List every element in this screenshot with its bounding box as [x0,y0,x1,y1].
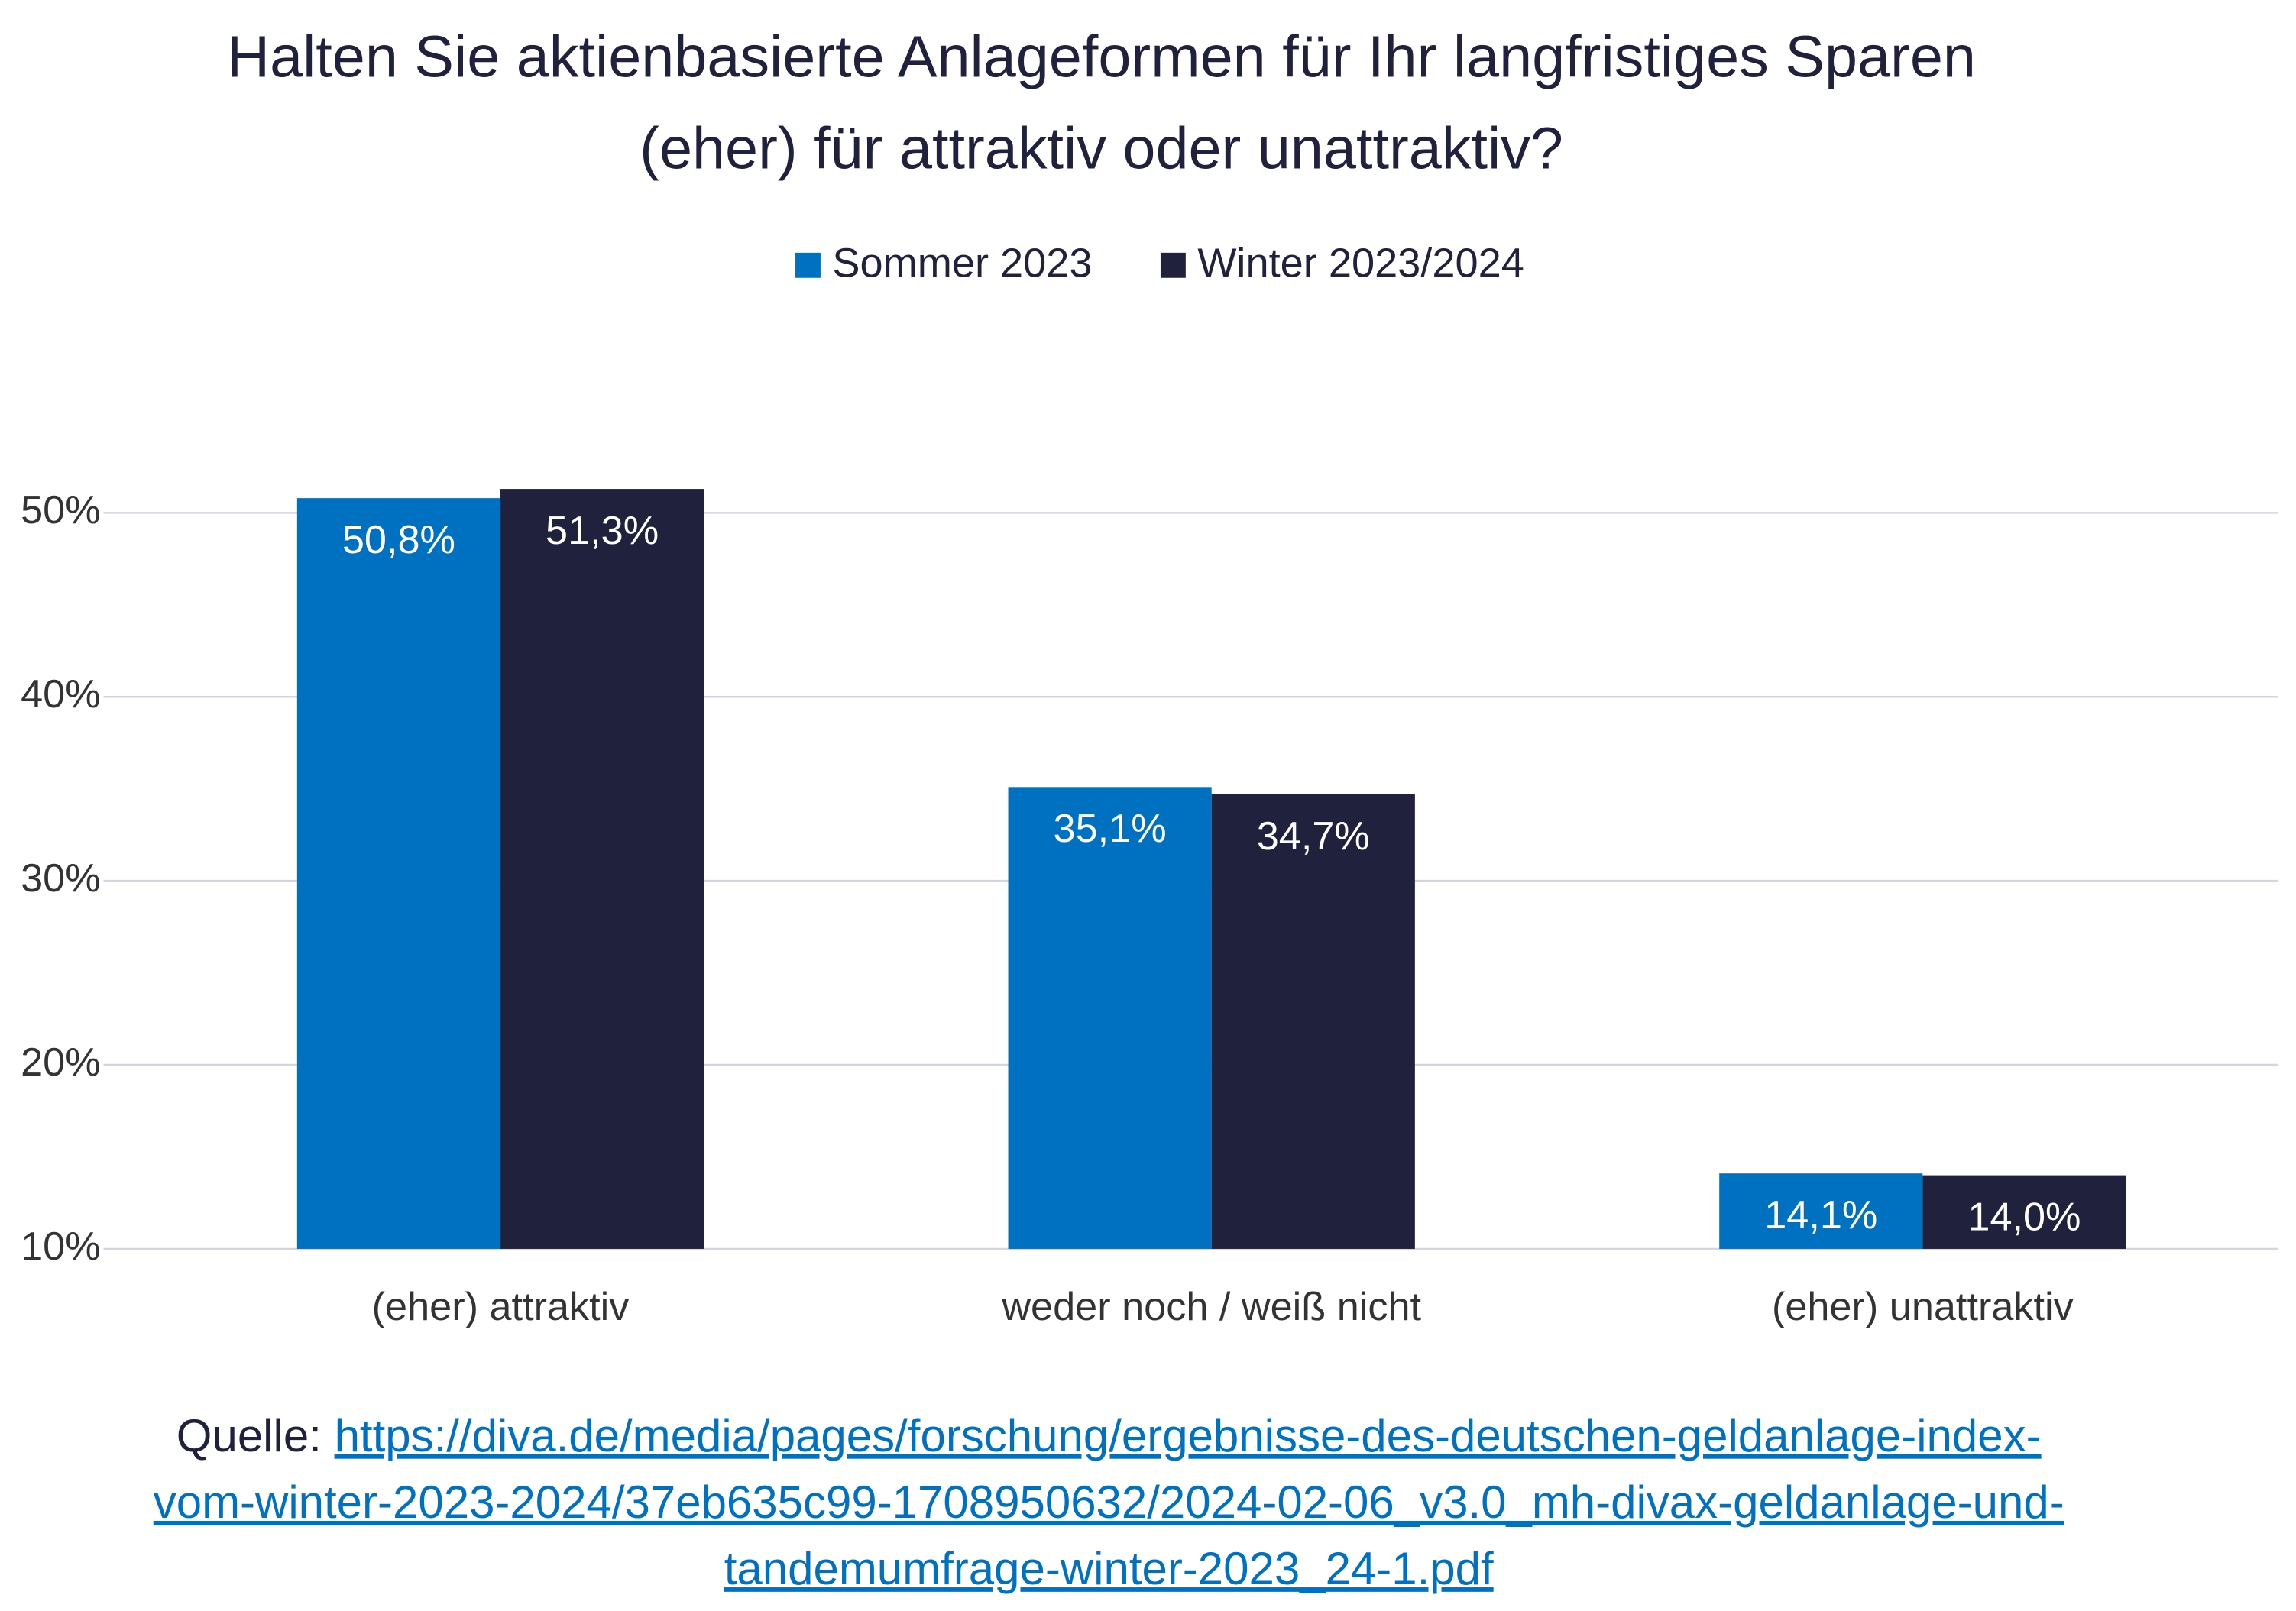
legend-swatch [795,252,821,278]
bar [500,489,704,1249]
y-tick-label: 40% [21,672,101,717]
legend-label: Winter 2023/2024 [1197,241,1524,286]
bar [1922,1175,2126,1249]
bar [1008,787,1212,1249]
data-label: 50,8% [342,518,455,562]
x-tick-label: weder noch / weiß nicht [1001,1285,1421,1329]
legend-swatch [1160,252,1186,278]
y-tick-label: 10% [21,1224,101,1269]
x-tick-label: (eher) unattraktiv [1772,1285,2074,1329]
y-tick-label: 30% [21,856,101,901]
source: Quelle: https://diva.de/media/pages/fors… [148,1404,2070,1603]
x-tick-label: (eher) attraktiv [372,1285,630,1329]
legend-label: Sommer 2023 [832,241,1092,286]
data-label: 34,7% [1257,814,1370,859]
bar [1211,794,1415,1249]
title-box: Halten Sie aktienbasierte Anlageformen f… [227,24,1976,182]
data-label: 14,1% [1764,1193,1877,1237]
source-label: Quelle: [176,1409,322,1462]
y-tick-label: 50% [21,488,101,532]
data-label: 14,0% [1967,1195,2081,1239]
bar [1719,1173,1923,1249]
y-tick-label: 20% [21,1040,101,1085]
source-link[interactable]: https://diva.de/media/pages/forschung/er… [153,1409,2064,1595]
bar [296,498,501,1249]
data-label: 51,3% [546,509,659,553]
source-box: Quelle: https://diva.de/media/pages/fors… [148,1404,2070,1603]
data-label: 35,1% [1054,807,1167,851]
chart-title: Halten Sie aktienbasierte Anlageformen f… [227,24,1976,182]
